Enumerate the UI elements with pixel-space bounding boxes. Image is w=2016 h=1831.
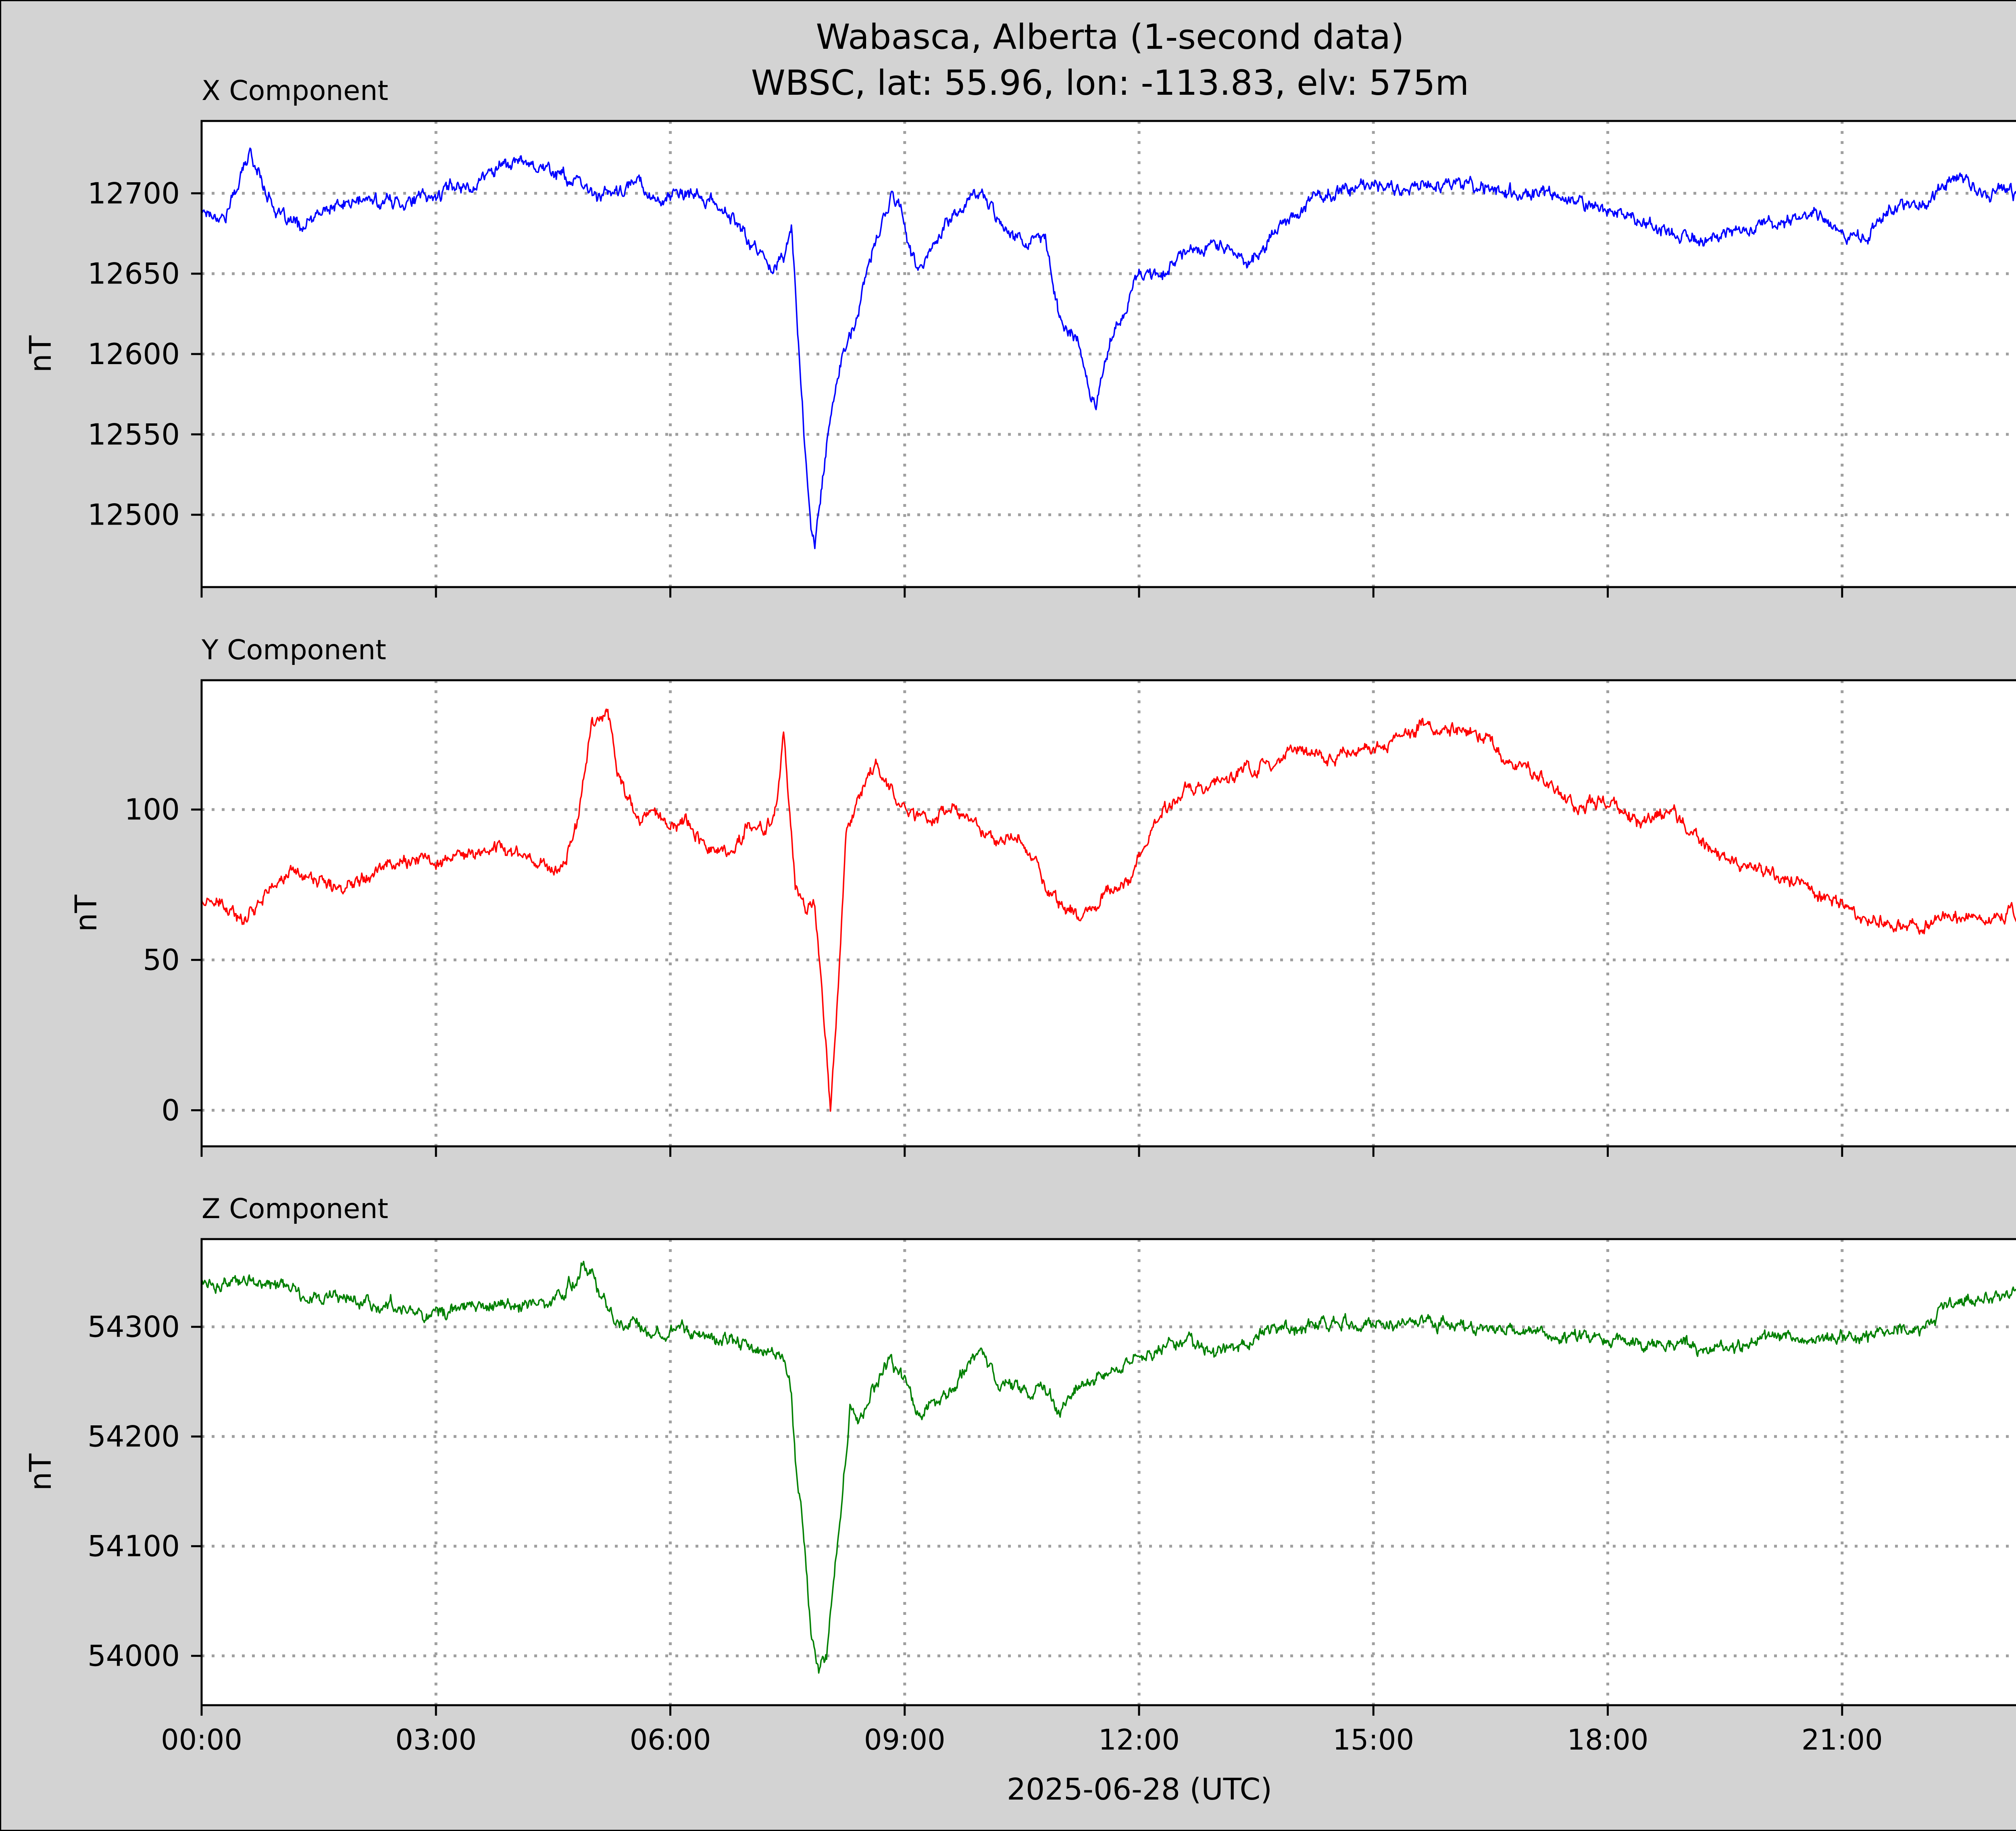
z-xtick-label-3: 09:00 — [864, 1723, 946, 1756]
z-xtick-label-5: 15:00 — [1333, 1723, 1414, 1756]
z-xtick-label-1: 03:00 — [395, 1723, 477, 1756]
x-ytick-label-3: 12650 — [87, 257, 180, 291]
y-ytick-label-0: 0 — [161, 1094, 180, 1127]
z-ytick-label-2: 54200 — [87, 1420, 180, 1454]
y-ylabel: nT — [69, 894, 104, 932]
z-series-line — [201, 1260, 2016, 1674]
x-ytick-label-0: 12500 — [87, 498, 180, 532]
y-panel-background — [202, 680, 2016, 1146]
figure-title-line1: Wabasca, Alberta (1-second data) — [816, 17, 1404, 57]
z-panel-title: Z Component — [202, 1193, 388, 1225]
z-ytick-label-1: 54100 — [87, 1529, 180, 1563]
figure-title-line2: WBSC, lat: 55.96, lon: -113.83, elv: 575… — [751, 63, 1469, 103]
x-ytick-label-2: 12600 — [87, 337, 180, 371]
z-ytick-label-0: 54000 — [87, 1639, 180, 1673]
z-xtick-label-0: 00:00 — [161, 1723, 242, 1756]
panels: 12500 12550 12600 12650 12700 X Component nT 0 5… — [23, 75, 2016, 1756]
x-axis-label: 2025-06-28 (UTC) — [1007, 1772, 1272, 1807]
y-ytick-label-2: 100 — [125, 793, 180, 827]
z-panel-background — [202, 1239, 2016, 1705]
x-ytick-label-4: 12700 — [87, 176, 180, 210]
x-ylabel: nT — [23, 335, 58, 373]
z-xtick-label-2: 06:00 — [630, 1723, 711, 1756]
y-ytick-label-1: 50 — [143, 943, 180, 977]
z-xtick-label-7: 21:00 — [1801, 1723, 1883, 1756]
y-series-line — [201, 708, 2016, 1112]
x-ytick-label-1: 12550 — [87, 417, 180, 451]
x-panel-title: X Component — [202, 75, 388, 107]
z-ytick-label-3: 54300 — [87, 1310, 180, 1344]
x-series-line — [201, 147, 2016, 549]
z-xtick-label-6: 18:00 — [1567, 1723, 1649, 1756]
y-panel-title: Y Component — [201, 634, 386, 666]
z-ylabel: nT — [23, 1453, 58, 1491]
z-xtick-label-4: 12:00 — [1098, 1723, 1180, 1756]
